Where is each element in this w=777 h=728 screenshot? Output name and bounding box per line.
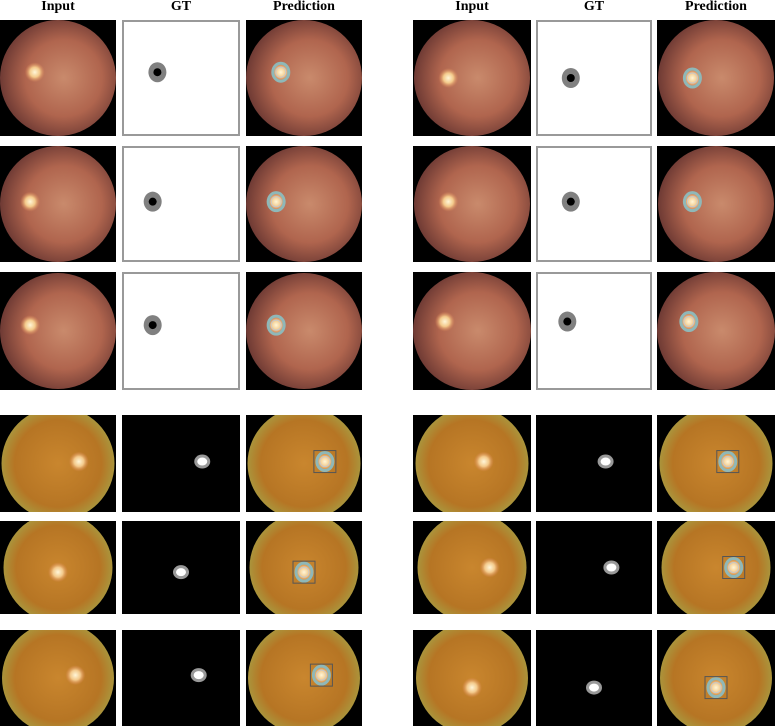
pred-cup <box>298 566 310 578</box>
fundus <box>658 146 774 262</box>
pred-disc <box>718 451 738 473</box>
gt-cup <box>600 457 611 466</box>
column-header: Prediction <box>273 0 335 14</box>
fundus <box>248 630 360 726</box>
gt-mask <box>536 630 652 726</box>
pred-cup <box>315 669 327 681</box>
pred-cup <box>275 66 287 78</box>
gt-cup <box>148 197 157 206</box>
gt-mask <box>122 20 240 136</box>
optic-disc <box>68 451 89 472</box>
pred-disc <box>311 664 331 686</box>
pred-disc <box>682 191 702 213</box>
pred-disc <box>679 311 699 333</box>
fundus <box>657 272 775 390</box>
pred-cup <box>270 319 282 331</box>
optic-disc <box>24 62 45 83</box>
pred-box <box>722 556 746 579</box>
fundus <box>0 273 116 389</box>
optic-disc <box>462 677 482 698</box>
gt-mask <box>536 272 652 390</box>
fundus <box>246 146 362 262</box>
column-header: Input <box>455 0 489 14</box>
pred-box <box>309 663 333 687</box>
pred-cup <box>728 562 740 573</box>
fundus <box>247 415 361 512</box>
fundus <box>414 20 530 136</box>
gt-cup <box>148 321 157 330</box>
column-header: Prediction <box>685 0 747 14</box>
pred-disc <box>271 61 291 83</box>
gt-mask <box>122 415 240 512</box>
pred-box <box>716 450 740 474</box>
optic-disc <box>48 562 68 583</box>
fundus <box>2 630 114 726</box>
fundus <box>661 521 771 614</box>
pred-cup <box>319 456 331 468</box>
fundus <box>0 20 116 136</box>
gt-mask <box>122 630 240 726</box>
gt-cup <box>197 457 208 466</box>
gt-mask <box>536 146 652 262</box>
pred-disc <box>315 451 335 473</box>
pred-box <box>313 450 337 474</box>
optic-disc <box>438 191 459 212</box>
fundus <box>415 415 529 512</box>
gt-cup <box>176 568 186 577</box>
column-header: GT <box>584 0 605 14</box>
pred-box <box>704 676 728 700</box>
gt-cup <box>589 683 599 692</box>
pred-disc <box>294 561 314 583</box>
pred-cup <box>710 682 722 694</box>
fundus <box>417 521 527 614</box>
column-header: Input <box>41 0 75 14</box>
optic-disc <box>434 311 455 332</box>
gt-cup <box>563 317 572 326</box>
optic-disc <box>20 315 41 336</box>
fundus <box>658 20 774 136</box>
optic-disc <box>20 191 41 212</box>
optic-disc <box>473 451 494 472</box>
pred-disc <box>706 677 726 699</box>
pred-cup <box>722 456 734 468</box>
gt-cup <box>566 74 575 82</box>
optic-disc <box>438 68 459 88</box>
pred-cup <box>686 72 698 84</box>
gt-cup <box>153 68 162 77</box>
column-header: GT <box>171 0 192 14</box>
fundus <box>1 415 115 512</box>
pred-cup <box>270 196 282 208</box>
pred-disc <box>682 67 702 89</box>
fundus <box>246 273 362 389</box>
optic-disc <box>479 557 500 578</box>
gt-mask <box>122 272 240 390</box>
optic-disc <box>65 665 86 686</box>
fundus <box>413 272 531 390</box>
fundus <box>414 146 530 262</box>
gt-cup <box>566 197 575 206</box>
pred-disc <box>724 557 744 578</box>
gt-mask <box>122 146 240 262</box>
pred-cup <box>686 196 698 208</box>
fundus <box>659 415 773 512</box>
gt-cup <box>193 671 204 680</box>
pred-disc <box>266 314 286 336</box>
pred-disc <box>266 191 286 213</box>
fundus <box>0 146 116 262</box>
gt-mask <box>536 521 652 614</box>
pred-cup <box>683 316 695 328</box>
gt-mask <box>536 415 652 512</box>
gt-cup <box>606 563 617 572</box>
pred-box <box>292 560 316 584</box>
fundus <box>246 20 362 136</box>
gt-mask <box>536 20 652 136</box>
